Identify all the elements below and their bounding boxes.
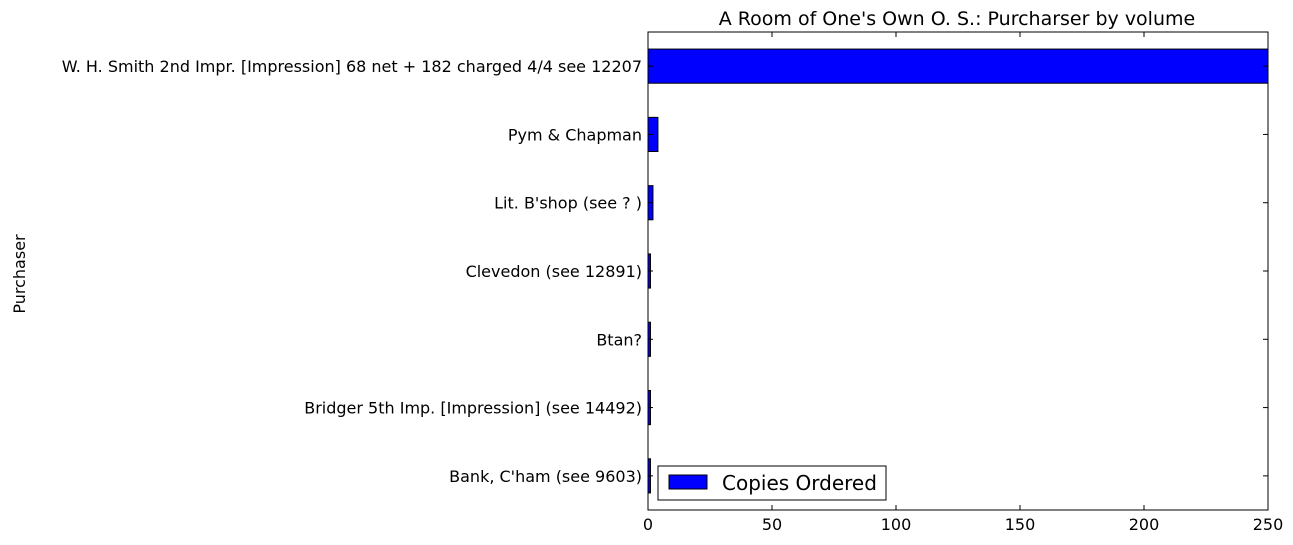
y-tick-label: Bridger 5th Imp. [Impression] (see 14492… [304,399,642,418]
y-tick-label: W. H. Smith 2nd Impr. [Impression] 68 ne… [62,57,642,76]
x-tick-label: 150 [1005,515,1036,534]
bars-group [647,48,1269,494]
y-tick-label: Clevedon (see 12891) [466,262,642,281]
legend: Copies Ordered [657,465,887,501]
y-tick-group: Bank, C'ham (see 9603) Bridger 5th Imp. [… [62,57,1268,486]
chart-title: A Room of One's Own O. S.: Purcharser by… [719,8,1195,30]
x-tick-label: 50 [762,515,782,534]
x-tick-label: 0 [643,515,653,534]
legend-label-copies-ordered: Copies Ordered [722,471,877,495]
plot-frame [647,31,1269,511]
y-tick-label: Lit. B'shop (see ? ) [494,194,642,213]
y-tick-label: Bank, C'ham (see 9603) [449,467,642,486]
x-tick-group: 0 50 100 150 200 250 [643,32,1283,534]
y-tick-label: Pym & Chapman [508,125,642,144]
legend-swatch-copies-ordered [668,474,708,490]
x-tick-label: 100 [881,515,912,534]
y-axis-label: Purchaser [10,234,29,314]
x-tick-label: 250 [1253,515,1284,534]
y-tick-label: Btan? [596,330,642,349]
x-tick-label: 200 [1129,515,1160,534]
bar-6 [647,48,1269,84]
